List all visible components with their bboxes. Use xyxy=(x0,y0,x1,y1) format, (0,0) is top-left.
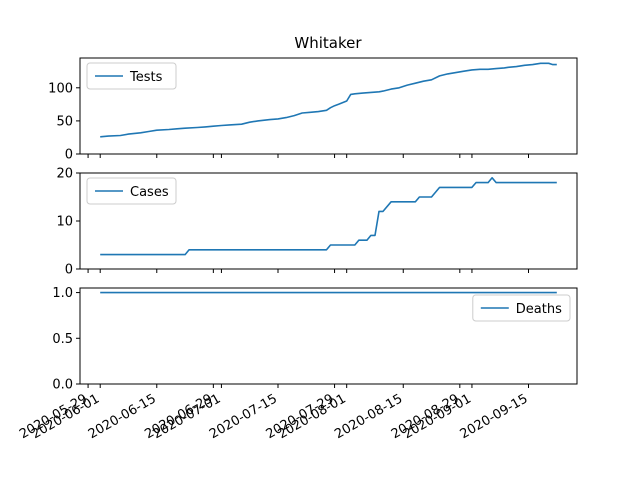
series-line-cases xyxy=(100,177,557,256)
panel-tests: 0 50 100 Tests xyxy=(48,57,578,163)
legend-box xyxy=(86,62,177,90)
y-tick-label: 100 xyxy=(48,81,73,96)
legend-label: Tests xyxy=(129,70,163,85)
panel-deaths: 0.0 0.5 1.0 Deaths xyxy=(52,286,578,393)
y-tick-label: 1.0 xyxy=(52,286,73,301)
y-tick-label: 0.0 xyxy=(52,378,73,393)
y-tick-label: 20 xyxy=(56,167,73,182)
chart-title: Whitaker xyxy=(294,34,362,52)
panel-cases: 0 10 20 Cases xyxy=(56,167,578,278)
legend: Deaths xyxy=(472,294,571,322)
axes-frame xyxy=(79,57,578,155)
y-tick-label: 0 xyxy=(65,263,73,278)
y-tick-label: 0 xyxy=(65,148,73,163)
y-tick-label: 50 xyxy=(56,114,73,129)
legend-label: Cases xyxy=(130,185,169,200)
legend: Cases xyxy=(86,177,177,205)
y-tick-label: 0.5 xyxy=(52,332,73,347)
legend-box xyxy=(472,294,571,322)
legend-box xyxy=(86,177,177,205)
series-line-tests xyxy=(100,62,557,138)
legend-label: Deaths xyxy=(516,302,562,317)
axes-frame xyxy=(79,287,578,385)
legend: Tests xyxy=(86,62,177,90)
y-tick-label: 10 xyxy=(56,215,73,230)
